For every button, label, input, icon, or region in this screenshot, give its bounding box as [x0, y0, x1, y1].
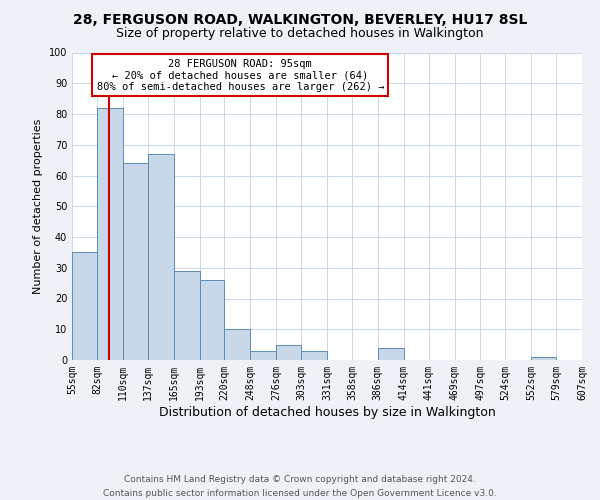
Bar: [301, 351, 327, 360]
Bar: [148, 154, 173, 360]
Bar: [199, 280, 224, 360]
Bar: [276, 344, 301, 360]
Bar: [224, 329, 250, 360]
Bar: [72, 252, 97, 360]
Bar: [250, 351, 276, 360]
Text: Contains HM Land Registry data © Crown copyright and database right 2024.
Contai: Contains HM Land Registry data © Crown c…: [103, 476, 497, 498]
Bar: [531, 357, 556, 360]
X-axis label: Distribution of detached houses by size in Walkington: Distribution of detached houses by size …: [158, 406, 496, 418]
Bar: [123, 163, 148, 360]
Text: 28 FERGUSON ROAD: 95sqm
← 20% of detached houses are smaller (64)
80% of semi-de: 28 FERGUSON ROAD: 95sqm ← 20% of detache…: [97, 58, 384, 92]
Bar: [173, 271, 199, 360]
Y-axis label: Number of detached properties: Number of detached properties: [33, 118, 43, 294]
Bar: [97, 108, 123, 360]
Text: 28, FERGUSON ROAD, WALKINGTON, BEVERLEY, HU17 8SL: 28, FERGUSON ROAD, WALKINGTON, BEVERLEY,…: [73, 12, 527, 26]
Bar: [378, 348, 404, 360]
Text: Size of property relative to detached houses in Walkington: Size of property relative to detached ho…: [116, 28, 484, 40]
